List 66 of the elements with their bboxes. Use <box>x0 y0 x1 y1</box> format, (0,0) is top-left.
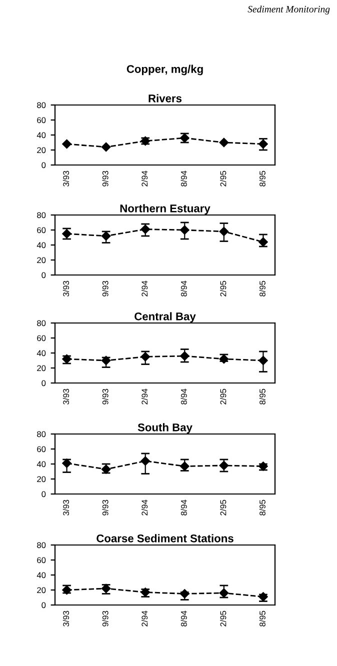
x-tick-label: 9/93 <box>102 610 108 626</box>
x-tick-label: 3/93 <box>62 170 70 186</box>
chart-title: Rivers <box>148 94 182 102</box>
x-tick-label: 2/94 <box>141 500 148 516</box>
y-tick-label: 0 <box>42 602 46 608</box>
x-tick-label: 8/94 <box>180 610 187 626</box>
x-tick-label: 8/95 <box>259 500 266 516</box>
x-tick-label: 2/95 <box>220 500 226 516</box>
x-tick-label: 2/95 <box>220 170 226 186</box>
y-tick-label: 40 <box>36 572 46 578</box>
y-tick-label: 40 <box>36 132 46 138</box>
x-tick-label: 2/95 <box>220 388 226 404</box>
point <box>101 142 111 152</box>
y-tick-label: 60 <box>37 335 46 342</box>
point <box>62 139 72 149</box>
point <box>219 138 229 148</box>
x-tick-label: 8/94 <box>180 280 187 296</box>
y-tick-label: 60 <box>37 446 46 452</box>
x-tick-label: 3/93 <box>62 388 70 404</box>
text: Copper, mg/kg <box>126 64 203 76</box>
point <box>180 462 190 471</box>
y-tick-label: 20 <box>37 587 46 594</box>
x-tick-label: 8/95 <box>259 170 266 186</box>
chart-title: Central Bay <box>134 312 196 323</box>
x-tick-label: 8/94 <box>180 170 187 186</box>
y-tick-label: 0 <box>42 272 46 278</box>
x-tick-label: 8/95 <box>259 388 266 404</box>
y-tick-label: 60 <box>37 117 46 124</box>
x-tick-label: 3/93 <box>62 280 70 296</box>
y-tick-label: 0 <box>42 491 46 498</box>
x-tick-label: 9/93 <box>102 500 108 516</box>
y-tick-label: 20 <box>37 147 46 154</box>
y-tick-label: 80 <box>37 102 46 108</box>
x-tick-label: 8/95 <box>259 280 266 296</box>
y-tick-label: 0 <box>42 162 46 168</box>
y-tick-label: 0 <box>42 380 46 386</box>
x-tick-label: 2/94 <box>141 610 148 626</box>
x-tick-label: 3/93 <box>62 610 70 626</box>
x-tick-label: 3/93 <box>62 500 70 516</box>
x-tick-label: 8/94 <box>180 388 187 404</box>
x-tick-label: 8/95 <box>259 610 266 626</box>
x-tick-label: 2/94 <box>141 388 148 404</box>
y-tick-label: 40 <box>36 350 46 356</box>
chart-title: Northern Estuary <box>120 204 210 215</box>
chart-title: South Bay <box>138 423 192 434</box>
x-tick-label: 9/93 <box>102 388 108 404</box>
chart-title: Coarse Sediment Stations <box>96 534 234 542</box>
y-tick-label: 20 <box>37 476 46 482</box>
y-tick-label: 20 <box>37 257 46 264</box>
y-tick-label: 60 <box>37 557 46 564</box>
y-tick-label: 80 <box>37 431 46 438</box>
y-tick-label: 40 <box>36 242 46 248</box>
y-tick-label: 80 <box>37 212 46 218</box>
y-tick-label: 60 <box>37 227 46 234</box>
x-tick-label: 2/95 <box>220 610 226 626</box>
y-tick-label: 80 <box>37 320 46 326</box>
x-tick-label: 9/93 <box>102 170 108 186</box>
x-tick-label: 2/95 <box>220 280 226 296</box>
x-tick-label: 9/93 <box>102 280 108 296</box>
x-tick-label: 8/94 <box>180 500 187 516</box>
x-tick-label: 2/94 <box>141 280 148 296</box>
y-tick-label: 40 <box>36 461 46 468</box>
x-tick-label: 2/94 <box>141 170 148 186</box>
y-tick-label: 20 <box>37 365 46 372</box>
y-tick-label: 80 <box>37 542 46 548</box>
text: Sediment Monitoring <box>248 6 330 14</box>
